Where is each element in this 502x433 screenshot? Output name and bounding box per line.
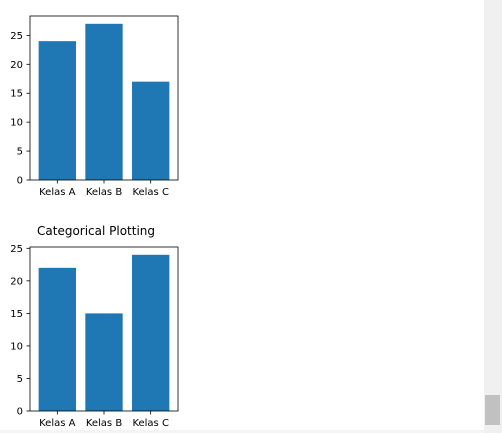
y-tick-label: 15 bbox=[10, 89, 23, 100]
horizontal-scrollbar-edge bbox=[0, 430, 484, 433]
bar-kelas-b bbox=[85, 313, 123, 411]
y-tick-label: 10 bbox=[10, 341, 23, 352]
charts-canvas: Kelas A Kelas B Kelas C0510152025Categoric… bbox=[10, 15, 179, 429]
y-tick-label: 0 bbox=[17, 176, 23, 187]
y-tick-label: 20 bbox=[10, 60, 23, 71]
y-tick-label: 15 bbox=[10, 309, 23, 320]
chart-title: Categorical Plotting bbox=[37, 224, 155, 238]
bar-kelas-a bbox=[38, 267, 76, 411]
bar-kelas-c bbox=[132, 81, 170, 180]
scrollbar-thumb[interactable] bbox=[485, 395, 500, 425]
y-tick-label: 10 bbox=[10, 118, 23, 129]
bar-kelas-a bbox=[38, 41, 76, 181]
x-tick-label: Kelas B bbox=[86, 418, 123, 429]
y-tick-label: 25 bbox=[10, 244, 23, 255]
x-tick-label: Kelas A bbox=[39, 418, 76, 429]
vertical-scrollbar[interactable] bbox=[484, 0, 502, 433]
x-tick-label: Kelas C bbox=[132, 187, 169, 198]
y-tick-label: 25 bbox=[10, 31, 23, 42]
y-tick-label: 5 bbox=[17, 147, 23, 158]
x-tick-label: Kelas C bbox=[132, 418, 169, 429]
axes-frame bbox=[29, 246, 179, 412]
y-tick-label: 5 bbox=[17, 374, 23, 385]
y-tick-label: 20 bbox=[10, 276, 23, 287]
bar-kelas-c bbox=[132, 254, 170, 411]
axes-frame bbox=[29, 15, 179, 181]
x-tick-label: Kelas A bbox=[39, 187, 76, 198]
y-tick-label: 0 bbox=[17, 407, 23, 418]
bar-kelas-b bbox=[85, 23, 123, 180]
chart-2: Categorical Plotting Kelas A Kelas B Kelas … bbox=[10, 224, 179, 429]
x-tick-label: Kelas B bbox=[86, 187, 123, 198]
chart-1: Kelas A Kelas B Kelas C 0 5 10 15 20 25 bbox=[10, 15, 179, 198]
